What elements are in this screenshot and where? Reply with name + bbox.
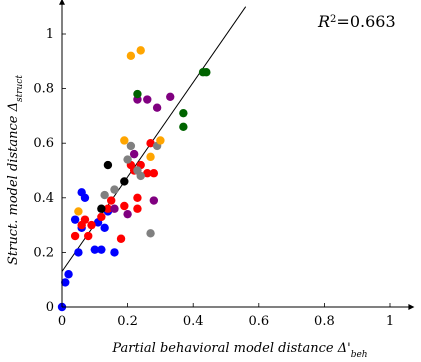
y-tick-label: 0.8: [33, 82, 54, 97]
data-point: [149, 196, 159, 205]
x-tick-label: 0: [58, 314, 66, 329]
data-point: [110, 248, 119, 257]
y-tick-label: 0.2: [33, 245, 54, 260]
data-point: [80, 193, 90, 202]
y-tick-label: 0.4: [33, 191, 54, 206]
data-point: [97, 245, 106, 254]
data-point: [80, 215, 90, 224]
data-point: [103, 160, 113, 170]
x-tick-label: 0.4: [183, 314, 204, 329]
x-tick-label: 0.6: [248, 314, 269, 329]
data-point: [202, 68, 211, 77]
data-point: [146, 139, 155, 148]
data-point: [126, 51, 136, 61]
data-point: [133, 193, 142, 202]
data-point: [120, 201, 129, 211]
data-point: [166, 92, 175, 101]
data-point: [143, 169, 152, 178]
r-squared-annotation: R2=0.663: [317, 12, 396, 31]
data-point: [126, 141, 136, 151]
y-tick-label: 0: [46, 300, 54, 315]
data-point: [129, 149, 139, 159]
data-point: [116, 234, 126, 243]
data-point: [133, 204, 142, 213]
data-points: [57, 46, 211, 312]
data-point: [87, 220, 96, 230]
data-point: [179, 122, 188, 132]
y-tick-label: 1: [46, 27, 54, 42]
data-point: [143, 95, 152, 104]
data-point: [100, 190, 109, 200]
data-point: [136, 171, 145, 181]
data-point: [84, 231, 93, 241]
data-point: [74, 207, 83, 216]
data-point: [146, 152, 155, 162]
y-tick-label: 0.6: [33, 136, 54, 151]
tick-labels: 0 0.2 0.4 0.6 0.8 1 0 0.2 0.4 0.6 0.8 1: [33, 27, 394, 329]
data-point: [179, 108, 188, 118]
tick-marks: [61, 33, 391, 308]
x-tick-label: 0.8: [314, 314, 335, 329]
data-point: [97, 204, 106, 213]
x-tick-label: 0.2: [117, 314, 138, 329]
data-point: [146, 229, 155, 238]
data-point: [123, 209, 132, 219]
data-point: [149, 169, 159, 178]
data-point: [74, 248, 83, 257]
y-axis-label: Struct. model distance Δstruct: [6, 75, 25, 265]
data-point: [133, 89, 142, 99]
data-point: [64, 270, 73, 279]
x-tick-label: 1: [386, 314, 394, 329]
x-axis-label: Partial behavioral model distance Δ'beh: [111, 341, 367, 360]
data-point: [136, 46, 145, 55]
data-point: [70, 215, 80, 224]
data-point: [61, 278, 70, 287]
data-point: [123, 155, 132, 164]
data-point: [100, 223, 109, 233]
axes: [59, 0, 415, 310]
x-axis-arrow: [408, 304, 415, 310]
data-point: [152, 103, 162, 112]
data-point: [156, 136, 165, 145]
data-point: [120, 177, 129, 186]
data-point: [103, 204, 113, 213]
data-point: [70, 231, 80, 241]
data-point: [110, 204, 119, 213]
data-point: [107, 196, 116, 205]
data-point: [120, 136, 129, 145]
y-axis-arrow: [59, 0, 65, 5]
data-point: [110, 185, 119, 194]
data-point: [97, 212, 106, 222]
data-point: [90, 245, 100, 254]
